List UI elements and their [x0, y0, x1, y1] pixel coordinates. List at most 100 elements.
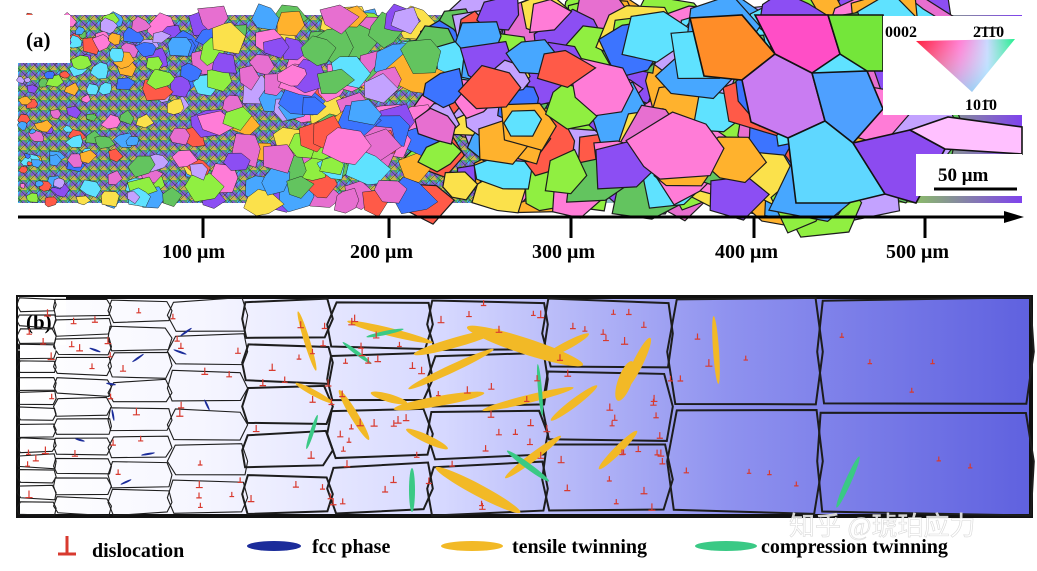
tick-label-300: 300 μm	[532, 241, 595, 263]
dislocation-marker	[667, 375, 674, 382]
dislocation-marker	[659, 457, 666, 465]
dislocation-marker	[110, 439, 116, 446]
dislocation-marker	[466, 310, 472, 318]
ebsd-grain	[263, 37, 290, 59]
dislocation-marker	[320, 340, 326, 347]
ebsd-grain	[390, 6, 420, 35]
tensile-twin-feature	[370, 391, 408, 405]
grain-cell	[16, 484, 57, 501]
dislocation-marker	[49, 393, 55, 400]
ebsd-grain	[127, 155, 156, 178]
tensile-twin-feature	[550, 385, 598, 421]
dislocation-marker	[839, 332, 845, 338]
ebsd-grain	[79, 149, 98, 164]
dislocation-marker	[390, 476, 397, 484]
distance-ticks	[201, 217, 927, 238]
dislocation-marker	[309, 396, 316, 403]
dislocation-marker	[70, 317, 77, 325]
tensile-twin-feature	[615, 361, 635, 401]
ebsd-coarse-grain	[810, 70, 884, 145]
dislocation-marker	[495, 325, 503, 333]
dislocation-marker	[479, 500, 484, 507]
grain-cell	[816, 411, 1035, 517]
ebsd-grain	[286, 176, 315, 199]
distance-axis-arrow	[1004, 211, 1024, 223]
grain-cell	[52, 418, 113, 435]
ebsd-coarse-grain	[753, 14, 841, 74]
tensile-twin-feature	[504, 435, 562, 479]
dislocation-marker	[68, 341, 75, 348]
ebsd-grain	[131, 16, 152, 33]
dislocation-marker	[600, 329, 606, 335]
grain-cell	[166, 479, 249, 514]
grain-cell	[52, 356, 113, 377]
ipf-label-1010: 101̄0	[965, 97, 997, 114]
grain-cell	[16, 377, 57, 391]
feature-legend: dislocation fcc phase tensile twinning c…	[58, 536, 948, 562]
ebsd-grain	[152, 31, 172, 44]
dislocation-marker	[374, 355, 382, 363]
dislocation-marker	[89, 363, 95, 370]
dislocation-marker	[349, 424, 354, 430]
dislocation-marker	[794, 481, 799, 487]
ebsd-grain	[211, 22, 246, 55]
ebsd-grain	[100, 114, 121, 130]
distance-tick-labels: 100 μm 200 μm 300 μm 400 μm 500 μm	[162, 241, 949, 263]
dislocation-marker	[967, 463, 973, 469]
dislocation-marker	[324, 379, 332, 387]
dislocation-marker	[307, 451, 315, 459]
dislocation-marker	[339, 390, 346, 398]
dislocation-marker	[346, 437, 352, 443]
dislocation-marker	[321, 322, 328, 330]
legend-fcc-phase: fcc phase	[247, 536, 390, 558]
grain-cell	[541, 297, 674, 369]
dislocation-marker	[390, 420, 397, 427]
tensile-twin-feature	[542, 333, 590, 359]
ebsd-grain	[85, 83, 99, 96]
dislocation-marker	[656, 432, 663, 439]
dislocation-marker	[337, 430, 344, 438]
ebsd-grain	[125, 136, 140, 146]
grain-cell	[16, 297, 57, 313]
dislocation-marker	[339, 498, 346, 505]
tick-label-500: 500 μm	[886, 241, 949, 263]
dislocation-marker	[340, 446, 346, 452]
ebsd-grain	[75, 195, 91, 206]
ebsd-grain	[544, 148, 588, 195]
ebsd-grain	[134, 42, 157, 58]
dislocation-marker	[602, 334, 609, 342]
compression-twin-feature	[342, 342, 372, 364]
ebsd-grain	[222, 106, 253, 131]
dislocation-marker	[613, 499, 619, 505]
tensile-twin-feature	[482, 386, 574, 412]
dislocation-marker	[611, 309, 616, 315]
dislocation-marker	[351, 314, 359, 323]
ebsd-grain	[211, 52, 237, 74]
ebsd-grain	[59, 70, 71, 79]
dislocation-marker	[705, 359, 713, 367]
dislocation-marker	[437, 315, 445, 324]
ebsd-grain	[16, 76, 25, 84]
ebsd-grain	[43, 71, 55, 79]
ebsd-grain	[442, 171, 479, 201]
ebsd-grain	[94, 135, 116, 149]
panel-b: (b)	[16, 295, 1035, 518]
fcc-phase-feature	[75, 438, 85, 442]
fcc-phase-feature	[132, 353, 144, 363]
ebsd-grain	[100, 190, 120, 207]
tensile-twin-feature	[406, 428, 448, 450]
dislocation-marker	[198, 502, 203, 509]
dislocation-marker	[534, 375, 540, 382]
ebsd-grain	[422, 67, 465, 109]
grain-cell	[16, 501, 57, 516]
ebsd-grain	[180, 62, 203, 82]
ebsd-grain	[66, 105, 82, 119]
ebsd-grain	[98, 82, 112, 96]
tensile-twin-feature	[598, 430, 638, 470]
ebsd-grain	[135, 113, 155, 129]
ebsd-grain	[457, 64, 522, 110]
legend-dislocation: dislocation	[58, 536, 184, 562]
legend-fcc-phase-label: fcc phase	[312, 536, 390, 558]
dislocation-marker	[176, 409, 184, 417]
ebsd-grain	[167, 37, 192, 57]
